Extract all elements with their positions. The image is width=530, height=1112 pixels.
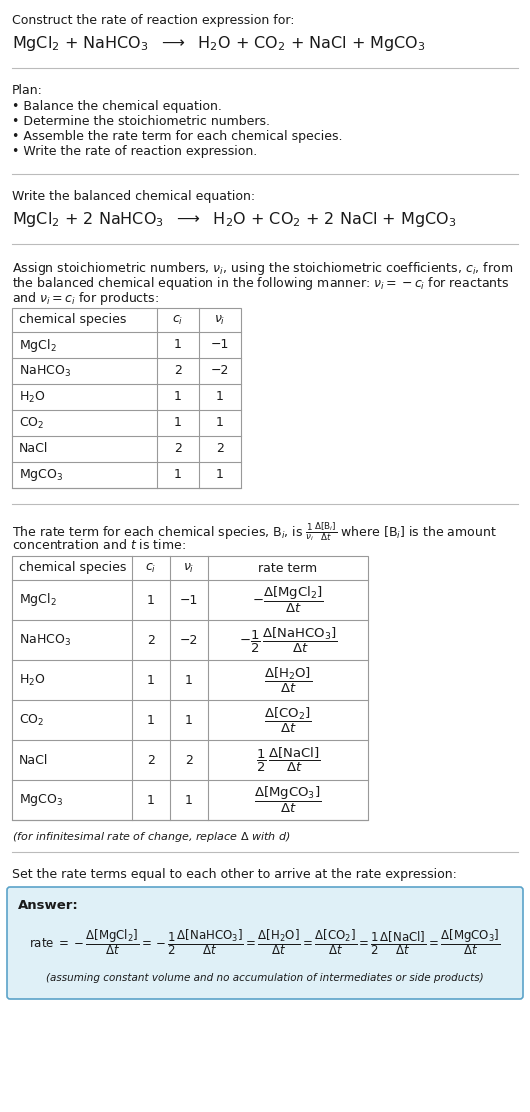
Text: MgCl$_2$ + NaHCO$_3$  $\longrightarrow$  H$_2$O + CO$_2$ + NaCl + MgCO$_3$: MgCl$_2$ + NaHCO$_3$ $\longrightarrow$ H… bbox=[12, 34, 426, 53]
Text: 1: 1 bbox=[174, 338, 182, 351]
Text: CO$_2$: CO$_2$ bbox=[19, 713, 45, 727]
Text: 1: 1 bbox=[147, 794, 155, 806]
Text: 2: 2 bbox=[174, 443, 182, 456]
Text: 2: 2 bbox=[185, 754, 193, 766]
Text: 1: 1 bbox=[174, 468, 182, 481]
Text: CO$_2$: CO$_2$ bbox=[19, 416, 45, 430]
Text: the balanced chemical equation in the following manner: $\nu_i = -c_i$ for react: the balanced chemical equation in the fo… bbox=[12, 275, 509, 292]
Text: Assign stoichiometric numbers, $\nu_i$, using the stoichiometric coefficients, $: Assign stoichiometric numbers, $\nu_i$, … bbox=[12, 260, 513, 277]
Text: (for infinitesimal rate of change, replace $\Delta$ with $d$): (for infinitesimal rate of change, repla… bbox=[12, 830, 290, 844]
Text: 2: 2 bbox=[216, 443, 224, 456]
Text: 1: 1 bbox=[185, 674, 193, 686]
Bar bbox=[12, 308, 241, 488]
Text: 1: 1 bbox=[147, 674, 155, 686]
Text: 1: 1 bbox=[216, 417, 224, 429]
Text: MgCl$_2$ + 2 NaHCO$_3$  $\longrightarrow$  H$_2$O + CO$_2$ + 2 NaCl + MgCO$_3$: MgCl$_2$ + 2 NaHCO$_3$ $\longrightarrow$… bbox=[12, 210, 456, 229]
FancyBboxPatch shape bbox=[7, 887, 523, 999]
Text: • Balance the chemical equation.: • Balance the chemical equation. bbox=[12, 100, 222, 113]
Text: NaHCO$_3$: NaHCO$_3$ bbox=[19, 633, 71, 647]
Text: MgCl$_2$: MgCl$_2$ bbox=[19, 337, 57, 354]
Text: 2: 2 bbox=[147, 634, 155, 646]
Text: $c_i$: $c_i$ bbox=[172, 314, 183, 327]
Text: 1: 1 bbox=[216, 468, 224, 481]
Text: chemical species: chemical species bbox=[19, 314, 126, 327]
Text: 1: 1 bbox=[216, 390, 224, 404]
Text: MgCl$_2$: MgCl$_2$ bbox=[19, 592, 57, 608]
Text: (assuming constant volume and no accumulation of intermediates or side products): (assuming constant volume and no accumul… bbox=[46, 973, 484, 983]
Text: Plan:: Plan: bbox=[12, 85, 43, 97]
Text: NaCl: NaCl bbox=[19, 443, 48, 456]
Text: NaCl: NaCl bbox=[19, 754, 48, 766]
Text: 1: 1 bbox=[147, 714, 155, 726]
Text: $\dfrac{\Delta[\mathsf{H_2O}]}{\Delta t}$: $\dfrac{\Delta[\mathsf{H_2O}]}{\Delta t}… bbox=[264, 665, 312, 695]
Text: MgCO$_3$: MgCO$_3$ bbox=[19, 467, 63, 483]
Text: MgCO$_3$: MgCO$_3$ bbox=[19, 792, 63, 808]
Text: $-\dfrac{1}{2}\,\dfrac{\Delta[\mathsf{NaHCO_3}]}{\Delta t}$: $-\dfrac{1}{2}\,\dfrac{\Delta[\mathsf{Na… bbox=[238, 625, 338, 655]
Text: and $\nu_i = c_i$ for products:: and $\nu_i = c_i$ for products: bbox=[12, 290, 159, 307]
Text: $\dfrac{\Delta[\mathsf{MgCO_3}]}{\Delta t}$: $\dfrac{\Delta[\mathsf{MgCO_3}]}{\Delta … bbox=[254, 785, 322, 815]
Text: 1: 1 bbox=[185, 794, 193, 806]
Text: • Assemble the rate term for each chemical species.: • Assemble the rate term for each chemic… bbox=[12, 130, 342, 143]
Text: NaHCO$_3$: NaHCO$_3$ bbox=[19, 364, 71, 378]
Text: rate term: rate term bbox=[259, 562, 317, 575]
Text: rate $= -\dfrac{\Delta[\mathsf{MgCl_2}]}{\Delta t} = -\dfrac{1}{2}\dfrac{\Delta[: rate $= -\dfrac{\Delta[\mathsf{MgCl_2}]}… bbox=[29, 927, 501, 956]
Text: $\dfrac{1}{2}\,\dfrac{\Delta[\mathsf{NaCl}]}{\Delta t}$: $\dfrac{1}{2}\,\dfrac{\Delta[\mathsf{NaC… bbox=[255, 746, 320, 774]
Text: −2: −2 bbox=[211, 365, 229, 377]
Text: Construct the rate of reaction expression for:: Construct the rate of reaction expressio… bbox=[12, 14, 295, 27]
Text: 1: 1 bbox=[174, 417, 182, 429]
Text: $c_i$: $c_i$ bbox=[145, 562, 157, 575]
Text: 2: 2 bbox=[174, 365, 182, 377]
Text: H$_2$O: H$_2$O bbox=[19, 673, 46, 687]
Text: $\nu_i$: $\nu_i$ bbox=[183, 562, 195, 575]
Text: concentration and $t$ is time:: concentration and $t$ is time: bbox=[12, 538, 186, 552]
Text: chemical species: chemical species bbox=[19, 562, 126, 575]
Text: $-\dfrac{\Delta[\mathsf{MgCl_2}]}{\Delta t}$: $-\dfrac{\Delta[\mathsf{MgCl_2}]}{\Delta… bbox=[252, 585, 324, 615]
Text: • Write the rate of reaction expression.: • Write the rate of reaction expression. bbox=[12, 145, 257, 158]
Text: H$_2$O: H$_2$O bbox=[19, 389, 46, 405]
Text: Answer:: Answer: bbox=[18, 898, 79, 912]
Text: 1: 1 bbox=[174, 390, 182, 404]
Text: $\nu_i$: $\nu_i$ bbox=[214, 314, 226, 327]
Text: The rate term for each chemical species, B$_i$, is $\frac{1}{\nu_i}\frac{\Delta[: The rate term for each chemical species,… bbox=[12, 520, 497, 543]
Bar bbox=[12, 556, 368, 820]
Text: 2: 2 bbox=[147, 754, 155, 766]
Text: −1: −1 bbox=[211, 338, 229, 351]
Text: 1: 1 bbox=[147, 594, 155, 606]
Text: 1: 1 bbox=[185, 714, 193, 726]
Text: Write the balanced chemical equation:: Write the balanced chemical equation: bbox=[12, 190, 255, 203]
Text: $\dfrac{\Delta[\mathsf{CO_2}]}{\Delta t}$: $\dfrac{\Delta[\mathsf{CO_2}]}{\Delta t}… bbox=[264, 705, 312, 735]
Text: −1: −1 bbox=[180, 594, 198, 606]
Text: −2: −2 bbox=[180, 634, 198, 646]
Text: Set the rate terms equal to each other to arrive at the rate expression:: Set the rate terms equal to each other t… bbox=[12, 868, 457, 881]
Text: • Determine the stoichiometric numbers.: • Determine the stoichiometric numbers. bbox=[12, 115, 270, 128]
